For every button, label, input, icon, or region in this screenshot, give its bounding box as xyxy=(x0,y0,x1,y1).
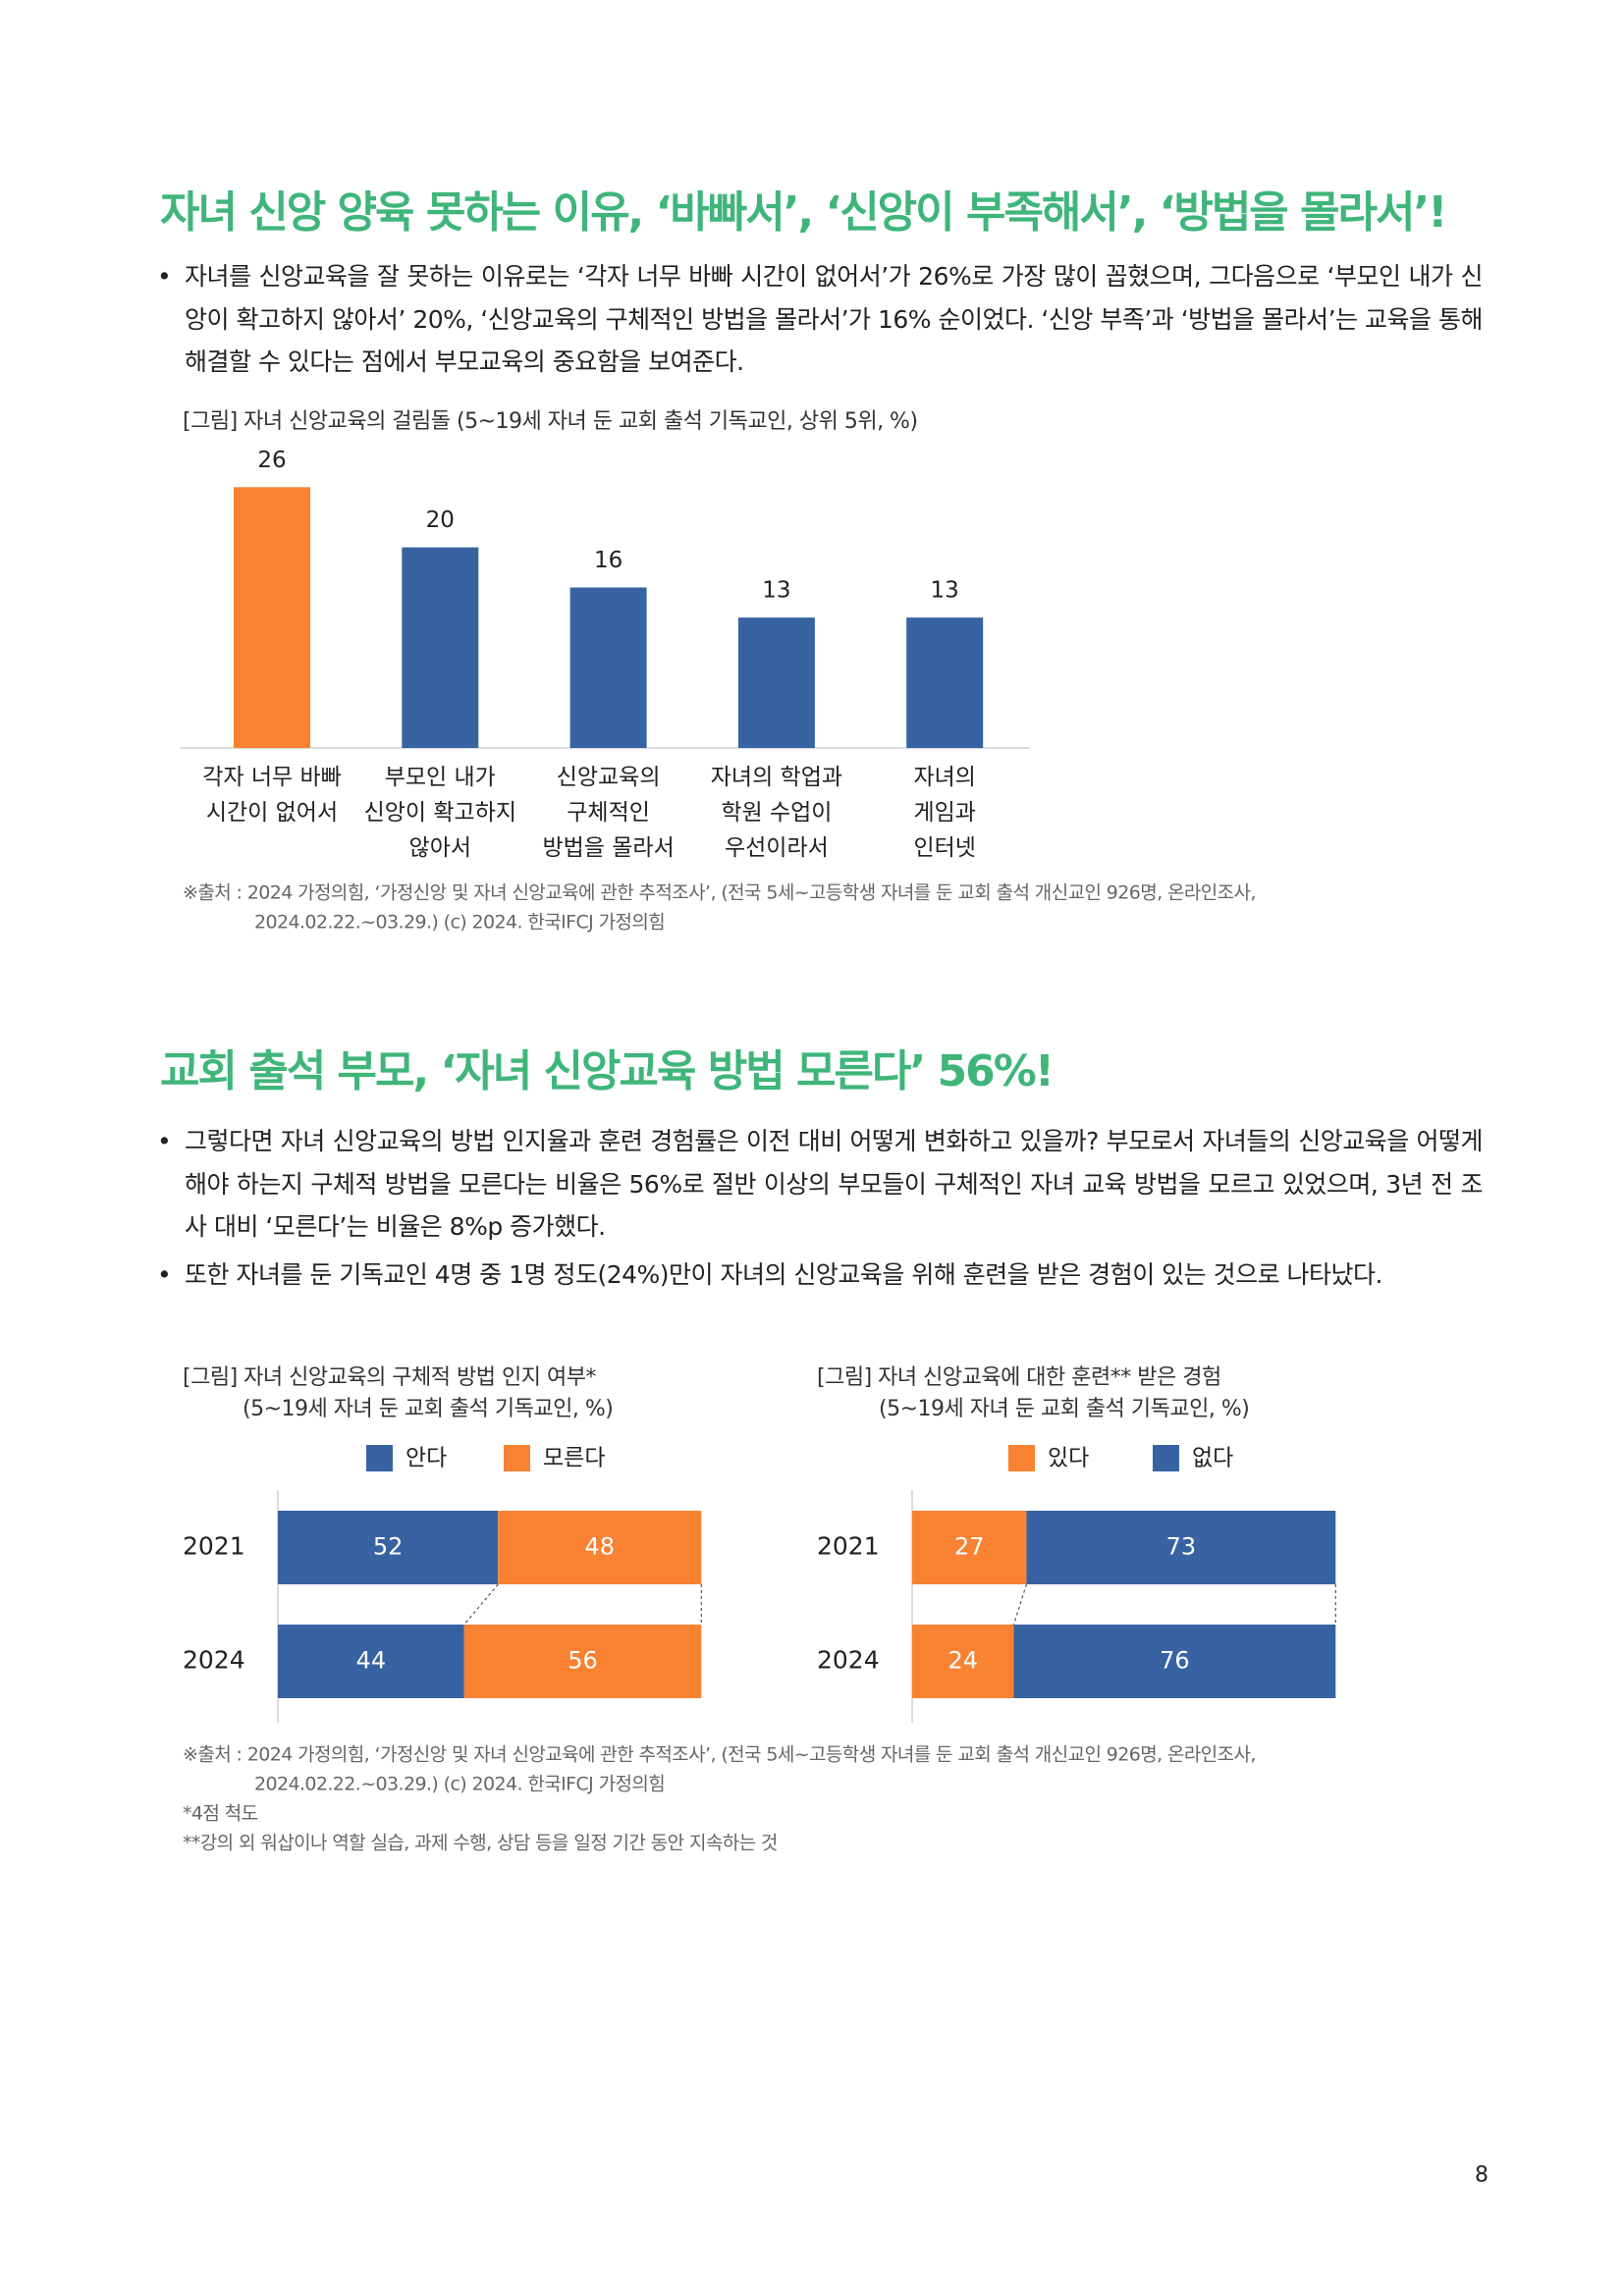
bar-segment xyxy=(278,1511,499,1584)
value-label: 73 xyxy=(1166,1533,1197,1561)
value-label: 20 xyxy=(426,507,455,533)
bar xyxy=(906,617,984,748)
category-label: 부모인 내가 신앙이 확고하지 않아서 xyxy=(363,765,517,861)
bar xyxy=(569,587,647,748)
legend-swatch xyxy=(1008,1445,1035,1471)
paragraph: 자녀를 신앙교육을 잘 못하는 이유로는 ‘각자 너무 바빠 시간이 없어서’가… xyxy=(185,262,1484,376)
legend-label: 모른다 xyxy=(543,1446,605,1471)
page-number: 8 xyxy=(1475,2163,1488,2188)
category-label: 신앙교육의 구체적인 방법을 몰라서 xyxy=(542,765,675,861)
legend-label: 안다 xyxy=(406,1446,447,1471)
connector xyxy=(463,1583,499,1626)
bar xyxy=(234,487,310,748)
value-label: 76 xyxy=(1160,1647,1190,1675)
bar xyxy=(402,547,479,748)
value-label: 26 xyxy=(257,448,286,473)
note: *4점 척도 xyxy=(183,1802,258,1825)
bullet-dot: • xyxy=(157,1260,172,1289)
legend-swatch xyxy=(366,1445,393,1471)
value-label: 24 xyxy=(947,1647,978,1675)
value-label: 52 xyxy=(373,1533,404,1561)
section-title: 자녀 신앙 양육 못하는 이유, ‘바빠서’, ‘신앙이 부족해서’, ‘방법을… xyxy=(160,187,1447,238)
source: ※출처 : 2024 가정의힘, ‘가정신앙 및 자녀 신앙교육에 관한 추적조… xyxy=(183,881,1256,904)
value-label: 16 xyxy=(594,548,622,573)
legend-label: 없다 xyxy=(1192,1446,1233,1471)
category-label: 자녀의 학업과 학원 수업이 우선이라서 xyxy=(710,765,843,861)
bar xyxy=(737,617,815,748)
note: **강의 외 워삽이나 역할 실습, 과제 수행, 상담 등을 일정 기간 동안… xyxy=(183,1832,778,1854)
bar-segment xyxy=(1026,1511,1336,1584)
value-label: 48 xyxy=(585,1533,616,1561)
value-label: 56 xyxy=(568,1647,598,1675)
figure-subtitle: (5~19세 자녀 둔 교회 출석 기독교인, %) xyxy=(243,1397,614,1421)
figure-caption: [그림] 자녀 신앙교육의 구체적 방법 인지 여부* xyxy=(183,1365,596,1390)
bar-segment xyxy=(912,1511,1027,1584)
y-tick-label: 2021 xyxy=(817,1532,880,1561)
paragraph: 그렇다면 자녀 신앙교육의 방법 인지율과 훈련 경험률은 이전 대비 어떻게 … xyxy=(185,1127,1484,1241)
value-label: 27 xyxy=(954,1533,985,1561)
y-tick-label: 2024 xyxy=(817,1646,880,1675)
category-label: 자녀의 게임과 인터넷 xyxy=(913,765,976,861)
bar-segment xyxy=(1013,1625,1336,1698)
value-label: 13 xyxy=(762,578,790,604)
source: 2024.02.22.~03.29.) (c) 2024. 한국IFCJ 가정의… xyxy=(254,911,666,934)
paragraph: 또한 자녀를 둔 기독교인 4명 중 1명 정도(24%)만이 자녀의 신앙교육… xyxy=(185,1260,1382,1289)
y-tick-label: 2024 xyxy=(183,1646,245,1675)
bullet-dot: • xyxy=(157,1127,172,1155)
legend-label: 있다 xyxy=(1048,1446,1089,1471)
y-tick-label: 2021 xyxy=(183,1532,245,1561)
figure-caption: [그림] 자녀 신앙교육의 걸림돌 (5~19세 자녀 둔 교회 출석 기독교인… xyxy=(183,409,918,434)
value-label: 13 xyxy=(931,578,959,604)
bar-segment xyxy=(498,1511,702,1584)
category-label: 각자 너무 바빠 시간이 없어서 xyxy=(202,765,342,826)
value-label: 44 xyxy=(356,1647,387,1675)
bar-segment xyxy=(278,1625,464,1698)
legend-swatch xyxy=(1153,1445,1179,1471)
source: 2024.02.22.~03.29.) (c) 2024. 한국IFCJ 가정의… xyxy=(254,1773,666,1795)
section-title: 교회 출석 부모, ‘자녀 신앙교육 방법 모른다’ 56%! xyxy=(160,1046,1055,1096)
bullet-dot: • xyxy=(157,262,172,291)
bar-segment xyxy=(463,1625,702,1698)
figure-caption: [그림] 자녀 신앙교육에 대한 훈련** 받은 경험 xyxy=(817,1365,1221,1390)
legend-swatch xyxy=(504,1445,530,1471)
connector xyxy=(1012,1583,1028,1626)
bar-segment xyxy=(912,1625,1014,1698)
figure-subtitle: (5~19세 자녀 둔 교회 출석 기독교인, %) xyxy=(879,1397,1250,1421)
source: ※출처 : 2024 가정의힘, ‘가정신앙 및 자녀 신앙교육에 관한 추적조… xyxy=(183,1743,1256,1766)
